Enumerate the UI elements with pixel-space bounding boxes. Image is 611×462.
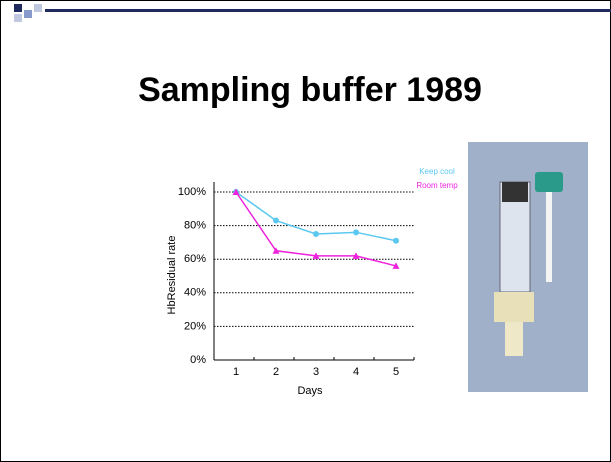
legend-label: Keep cool bbox=[419, 167, 455, 176]
y-tick-label: 80% bbox=[184, 220, 206, 232]
y-tick-label: 60% bbox=[184, 253, 206, 265]
y-axis-label: HbResidual rate bbox=[166, 236, 178, 315]
y-tick-label: 40% bbox=[184, 287, 206, 299]
x-tick-label: 5 bbox=[393, 366, 399, 378]
point bbox=[393, 238, 399, 244]
slide: Sampling buffer 1989 Days HbResidual rat… bbox=[0, 0, 611, 462]
corner-square bbox=[34, 4, 42, 12]
x-tick-label: 4 bbox=[353, 366, 359, 378]
y-tick-label: 0% bbox=[190, 354, 206, 366]
top-rule bbox=[45, 9, 611, 12]
legend-label: Room temp bbox=[416, 181, 458, 190]
point bbox=[313, 231, 319, 237]
vial-cap bbox=[502, 182, 528, 202]
corner-square bbox=[14, 4, 22, 12]
vial-base bbox=[494, 292, 534, 322]
x-tick-label: 3 bbox=[313, 366, 319, 378]
y-tick-label: 100% bbox=[178, 186, 206, 198]
swab-stick bbox=[546, 192, 552, 282]
point bbox=[273, 218, 279, 224]
vial-tip bbox=[505, 322, 523, 356]
x-tick-label: 1 bbox=[233, 366, 239, 378]
photo bbox=[468, 142, 588, 392]
y-tick-label: 20% bbox=[184, 320, 206, 332]
point bbox=[353, 229, 359, 235]
swab-cap bbox=[535, 172, 563, 192]
x-axis-label: Days bbox=[297, 385, 323, 397]
corner-square bbox=[24, 10, 32, 18]
chart-title: Sampling buffer 1989 bbox=[138, 71, 482, 109]
x-tick-label: 2 bbox=[273, 366, 279, 378]
corner-square bbox=[14, 14, 22, 22]
